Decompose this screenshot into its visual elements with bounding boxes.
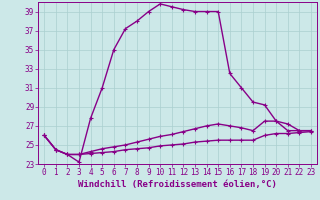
X-axis label: Windchill (Refroidissement éolien,°C): Windchill (Refroidissement éolien,°C): [78, 180, 277, 189]
